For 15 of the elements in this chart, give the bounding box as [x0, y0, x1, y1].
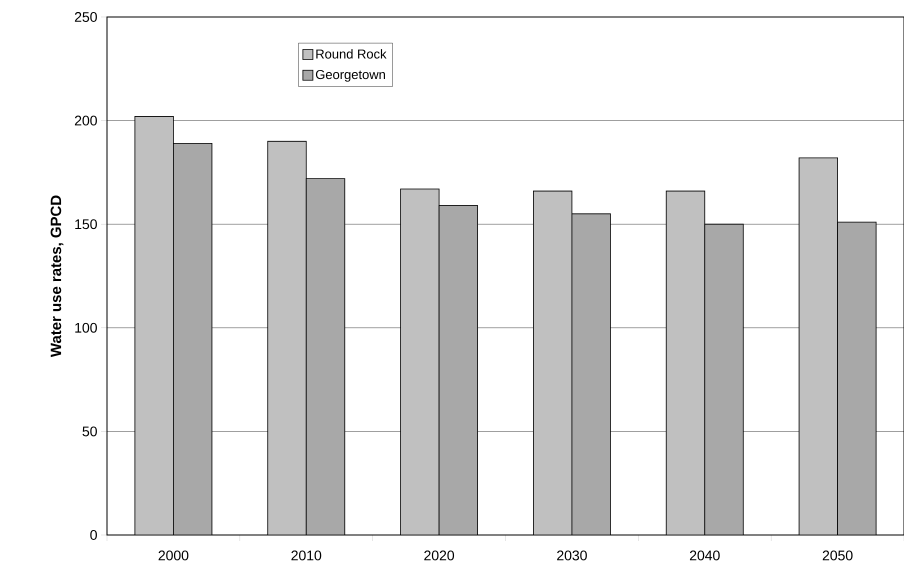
x-tick-label: 2010 — [291, 550, 322, 560]
x-tick-label: 2020 — [424, 550, 454, 560]
y-tick-label: 250 — [74, 12, 97, 22]
x-tick-label: 2000 — [158, 550, 188, 560]
x-tick-label: 2050 — [822, 550, 853, 560]
y-tick-label: 200 — [74, 116, 97, 126]
y-tick-label: 0 — [90, 530, 97, 540]
y-tick-label: 50 — [82, 426, 97, 436]
legend-label: Round Rock — [316, 49, 387, 59]
y-axis-title: Water use rates, GPCD — [50, 196, 64, 358]
x-tick-label: 2040 — [690, 550, 720, 560]
y-tick-label: 150 — [75, 219, 97, 230]
legend-label: Georgetown — [316, 70, 385, 82]
x-tick-label: 2030 — [557, 550, 587, 560]
y-tick-label: 100 — [75, 322, 97, 333]
